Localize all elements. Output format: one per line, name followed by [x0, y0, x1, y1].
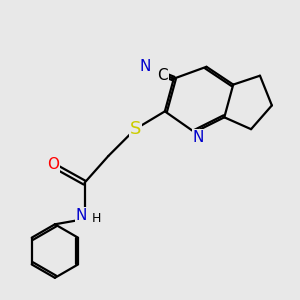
Text: N: N — [139, 58, 150, 74]
Text: S: S — [130, 120, 141, 138]
Text: N: N — [193, 130, 204, 145]
Text: C: C — [158, 68, 168, 83]
Text: O: O — [47, 158, 59, 172]
Text: H: H — [92, 212, 101, 225]
Text: N: N — [76, 208, 87, 223]
